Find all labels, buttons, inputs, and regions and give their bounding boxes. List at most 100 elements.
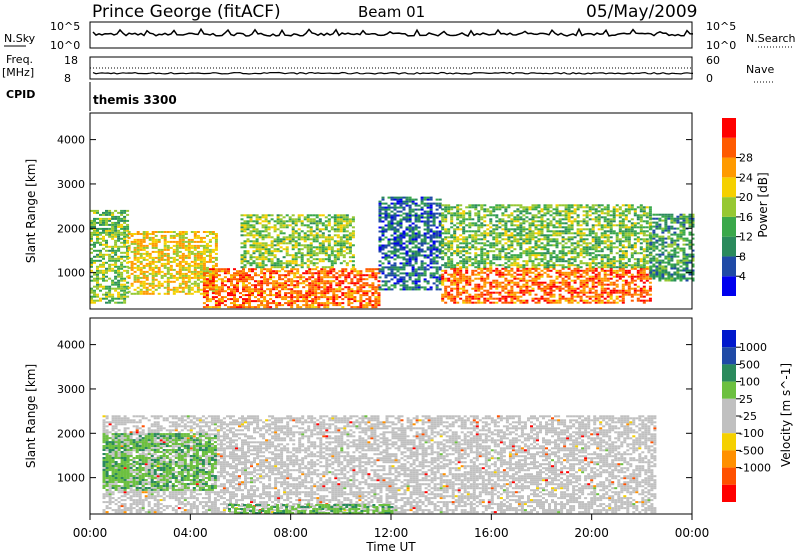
heatmap-cell: [390, 268, 394, 271]
heatmap-cell: [306, 266, 310, 269]
heatmap-cell: [327, 230, 331, 233]
heatmap-cell: [501, 250, 505, 253]
heatmap-cell: [252, 252, 256, 255]
heatmap-cell: [474, 230, 478, 233]
heatmap-cell: [178, 250, 182, 253]
heatmap-cell: [573, 287, 577, 290]
heatmap-cell: [567, 236, 571, 239]
heatmap-cell: [302, 300, 306, 303]
heatmap-cell: [471, 269, 475, 272]
heatmap-cell: [633, 267, 637, 270]
heatmap-cell: [513, 297, 517, 300]
heatmap-cell: [172, 276, 176, 279]
heatmap-cell: [208, 306, 212, 309]
heatmap-cell: [573, 271, 577, 274]
heatmap-cell: [453, 283, 457, 286]
heatmap-cell: [187, 290, 191, 293]
heatmap-cell: [441, 252, 445, 255]
heatmap-cell: [462, 232, 466, 235]
heatmap-cell: [330, 248, 334, 251]
heatmap-cell: [308, 300, 312, 303]
heatmap-cell: [181, 252, 185, 255]
heatmap-cell: [248, 306, 251, 309]
heatmap-cell: [377, 272, 381, 275]
heatmap-cell: [405, 284, 409, 287]
heatmap-cell: [603, 279, 607, 282]
heatmap-cell: [111, 249, 115, 252]
heatmap-cell: [393, 272, 397, 275]
heatmap-cell: [522, 279, 526, 282]
heatmap-cell: [157, 282, 161, 285]
heatmap-cell: [211, 272, 215, 275]
heatmap-cell: [199, 254, 203, 257]
heatmap-cell: [414, 254, 418, 257]
heatmap-cell: [444, 277, 448, 280]
heatmap-cell: [402, 216, 406, 219]
heatmap-cell: [633, 291, 637, 294]
heatmap-cell: [573, 232, 577, 235]
heatmap-cell: [573, 281, 577, 284]
heatmap-cell: [480, 258, 484, 261]
heatmap-cell: [145, 276, 149, 279]
heatmap-cell: [510, 214, 514, 217]
heatmap-cell: [339, 250, 343, 253]
heatmap-cell: [648, 297, 652, 300]
heatmap-cell: [585, 204, 589, 207]
heatmap-cell: [408, 248, 412, 251]
heatmap-cell: [151, 282, 155, 285]
heatmap-cell: [447, 212, 451, 215]
heatmap-cell: [621, 269, 625, 272]
heatmap-cell: [347, 298, 351, 301]
heatmap-cell: [351, 260, 355, 263]
heatmap-cell: [579, 275, 583, 278]
heatmap-cell: [519, 210, 523, 213]
heatmap-cell: [465, 269, 469, 272]
heatmap-cell: [528, 238, 532, 241]
heatmap-cell: [114, 277, 118, 280]
heatmap-cell: [190, 244, 194, 247]
heatmap-cell: [368, 296, 372, 299]
heatmap-cell: [534, 248, 538, 251]
heatmap-cell: [519, 234, 523, 237]
heatmap-cell: [588, 269, 592, 272]
heatmap-cell: [465, 212, 469, 215]
heatmap-cell: [202, 264, 206, 267]
heatmap-cell: [522, 230, 526, 233]
heatmap-cell: [123, 233, 127, 236]
heatmap-cell: [456, 244, 460, 247]
heatmap-cell: [202, 274, 206, 277]
heatmap-cell: [111, 237, 115, 240]
heatmap-cell: [444, 244, 448, 247]
heatmap-cell: [272, 280, 276, 283]
heatmap-cell: [480, 256, 484, 259]
heatmap-cell: [510, 242, 514, 245]
heatmap-cell: [127, 266, 131, 269]
heatmap-cell: [114, 253, 118, 256]
heatmap-cell: [208, 274, 212, 277]
heatmap-cell: [525, 299, 529, 302]
heatmap-cell: [549, 295, 553, 298]
heatmap-cell: [546, 228, 550, 231]
heatmap-cell: [519, 238, 523, 241]
heatmap-cell: [585, 264, 589, 267]
heatmap-cell: [300, 266, 304, 269]
heatmap-cell: [297, 214, 301, 217]
heatmap-cell: [351, 220, 355, 223]
heatmap-cell: [648, 285, 652, 288]
heatmap-cell: [522, 222, 526, 225]
heatmap-cell: [335, 304, 339, 307]
heatmap-cell: [555, 206, 559, 209]
heatmap-cell: [624, 279, 628, 282]
heatmap-cell: [381, 208, 385, 211]
heatmap-cell: [211, 290, 215, 293]
heatmap-cell: [468, 252, 472, 255]
heatmap-cell: [459, 267, 463, 270]
heatmap-cell: [390, 214, 394, 217]
heatmap-cell: [160, 231, 164, 233]
heatmap-cell: [465, 206, 469, 209]
heatmap-cell: [510, 295, 514, 298]
heatmap-cell: [202, 252, 206, 255]
heatmap-cell: [202, 250, 206, 253]
heatmap-cell: [513, 218, 517, 221]
heatmap-cell: [537, 230, 541, 233]
